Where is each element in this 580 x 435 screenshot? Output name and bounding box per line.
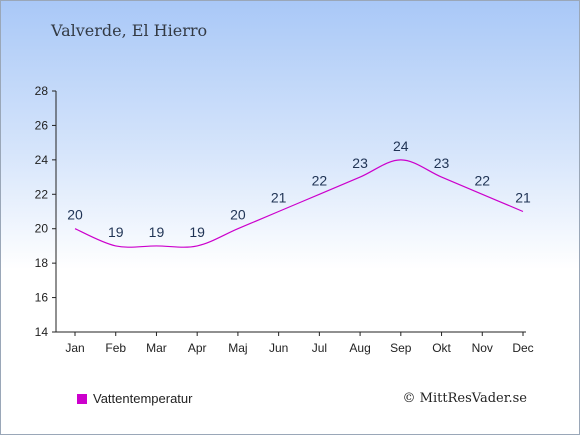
x-tick-label: Apr [188,341,207,355]
data-label: 23 [352,155,368,171]
data-label: 19 [149,224,165,240]
y-tick-label: 18 [35,256,49,270]
data-label: 21 [515,190,531,206]
data-label: 19 [189,224,205,240]
data-label: 22 [312,172,328,188]
chart-title: Valverde, El Hierro [51,21,208,40]
x-tick-label: Nov [472,341,493,355]
y-tick-label: 28 [35,84,49,98]
data-label: 22 [474,172,490,188]
y-tick-label: 20 [35,222,49,236]
data-label: 23 [434,155,450,171]
data-label: 19 [108,224,124,240]
credit-text: © MittResVader.se [402,391,527,406]
y-tick-label: 26 [35,118,49,132]
data-label: 24 [393,138,409,154]
x-tick-label: Aug [349,341,370,355]
x-tick-label: Mar [146,341,167,355]
x-tick-label: Jun [269,341,288,355]
x-tick-label: Jan [65,341,84,355]
y-tick-label: 22 [35,187,49,201]
y-tick-label: 16 [35,291,49,305]
y-tick-label: 14 [35,325,49,339]
x-tick-label: Sep [390,341,412,355]
series-line [74,159,524,248]
data-label: 21 [271,190,287,206]
x-tick-label: Okt [432,341,451,355]
legend-swatch [77,393,87,404]
data-label: 20 [230,207,246,223]
x-tick-label: Jul [312,341,327,355]
x-tick-label: Feb [105,341,126,355]
y-tick-label: 24 [35,153,49,167]
x-tick-label: Dec [512,341,533,355]
data-label: 20 [67,207,83,223]
legend-label: Vattentemperatur [93,391,193,406]
legend: Vattentemperatur [77,391,192,406]
x-tick-label: Maj [228,341,247,355]
